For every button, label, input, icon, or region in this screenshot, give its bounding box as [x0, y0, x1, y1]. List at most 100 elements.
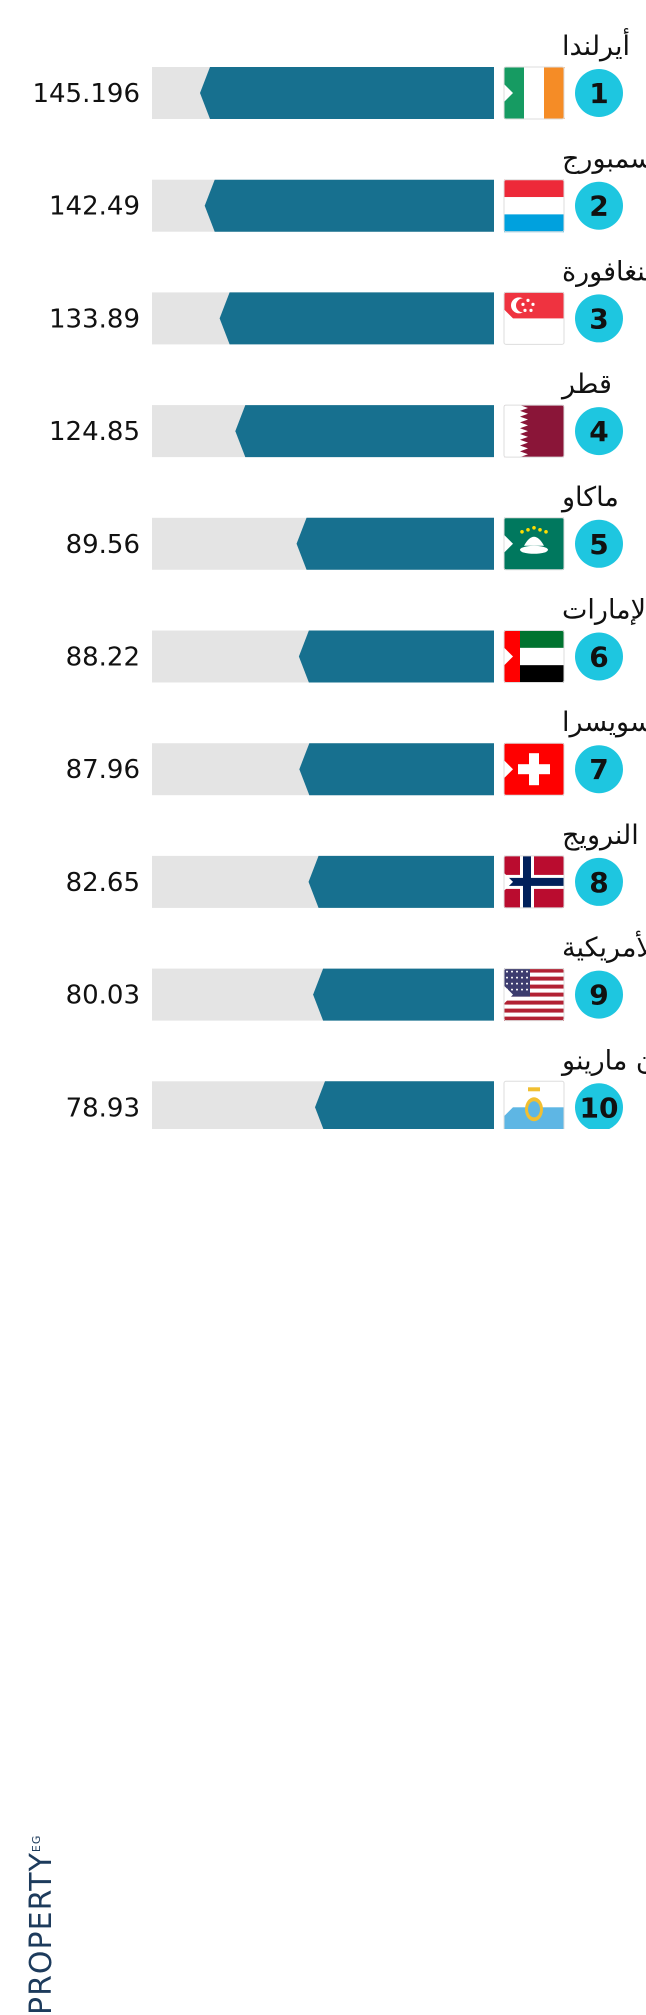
rank-badge: [575, 970, 623, 1019]
flag-cross-h-inner: [504, 877, 564, 886]
flag-stripe: [504, 1000, 564, 1005]
flag-star: [506, 976, 508, 979]
data-bar: [200, 67, 494, 119]
flag-notch: [504, 534, 513, 553]
value-label: 124.85: [49, 417, 140, 447]
country-label: قطر: [560, 369, 612, 400]
country-label: النرويج: [562, 820, 639, 851]
value-label: 145.196: [32, 79, 140, 109]
rank-badge: [575, 407, 623, 456]
flag-stripe: [544, 67, 565, 119]
flag-stripe: [524, 67, 545, 119]
flag-stripe: [504, 980, 564, 985]
flag-stripe: [504, 968, 564, 973]
flag-star: [538, 528, 542, 532]
country-label: لوكسمبورج: [562, 144, 646, 175]
data-bar: [296, 517, 494, 570]
brand-name: PROPERTY: [24, 1852, 59, 2015]
flag-star: [511, 982, 513, 985]
flag-star: [511, 988, 513, 991]
flag-star: [526, 298, 530, 302]
value-label: 133.89: [49, 304, 140, 334]
switzerland-flag-icon: [503, 742, 565, 796]
ireland-flag-icon: [503, 66, 565, 120]
san-marino-flag-icon: [503, 1080, 565, 1129]
flag-border: [503, 630, 565, 683]
chart-row: 9 80.03 الولايات المتحدة الأمريكية: [66, 930, 646, 1022]
value-label: 88.22: [66, 643, 140, 673]
flag-stripe: [504, 179, 564, 198]
flag-star: [511, 970, 513, 973]
flag-star: [521, 302, 525, 306]
rank-badge: [575, 519, 623, 568]
flag-stripe: [504, 1008, 564, 1013]
flag-border: [503, 179, 565, 233]
flag-stripe: [504, 996, 564, 1001]
singapore-flag-icon: [503, 291, 565, 345]
flag-star: [521, 976, 523, 979]
flag-stripe: [504, 992, 564, 997]
flag-border: [503, 742, 565, 796]
value-label: 87.96: [66, 755, 140, 785]
flag-star: [506, 982, 508, 985]
flag-star: [521, 970, 523, 973]
flag-stripe: [504, 972, 564, 977]
flag-serration: [504, 405, 528, 458]
flag-star: [532, 526, 536, 530]
data-bar: [235, 405, 494, 458]
rank-badge: [575, 632, 623, 681]
flag-cross-h: [518, 764, 550, 775]
flag-notch: [504, 872, 513, 891]
flag-star: [531, 302, 535, 306]
rank-number: 2: [589, 190, 608, 223]
rank-number: 5: [589, 528, 608, 561]
rank-badge: [575, 181, 623, 230]
country-label: الإمارات: [562, 595, 646, 626]
rank-badge: [575, 294, 623, 343]
flag-notch: [504, 760, 513, 779]
flag-border: [503, 968, 565, 1022]
flag-notch: [504, 1098, 513, 1117]
rank-number: 8: [589, 866, 608, 899]
rank-number: 6: [589, 641, 608, 674]
chart-row: 7 87.96 سويسرا: [66, 707, 646, 796]
chart-row: 8 82.65 النرويج: [66, 820, 639, 909]
flag-crown: [528, 1087, 540, 1092]
flag-star: [526, 528, 530, 532]
flag-notch: [504, 422, 513, 441]
flag-bridge: [520, 545, 548, 554]
flag-star: [506, 970, 508, 973]
rank-badge: [575, 1083, 623, 1129]
brand-suffix: EG: [30, 1834, 43, 1853]
data-bar: [315, 1081, 494, 1129]
chart-row: 6 88.22 الإمارات: [66, 595, 646, 683]
flag-star: [523, 308, 527, 312]
value-label: 82.65: [66, 868, 140, 898]
flag-stripe: [504, 1016, 564, 1021]
flag-border: [503, 291, 565, 345]
rank-badge: [575, 857, 623, 906]
macau-flag-icon: [503, 517, 565, 571]
flag-border: [503, 855, 565, 909]
data-bar: [308, 855, 494, 908]
flag-star: [526, 982, 528, 985]
country-label: سويسرا: [562, 707, 646, 738]
brand-watermark: PROPERTYEG: [4, 905, 59, 2015]
flag-star: [526, 970, 528, 973]
flag-star: [544, 530, 548, 534]
flag-stripe: [504, 976, 564, 981]
flag-border: [503, 66, 565, 120]
flag-border: [503, 517, 565, 571]
flag-stripe: [504, 318, 564, 345]
country-label: الولايات المتحدة الأمريكية: [562, 930, 646, 964]
chart-row: 2 142.49 لوكسمبورج: [49, 144, 646, 233]
flag-stripe: [504, 988, 564, 993]
rank-badge: [575, 745, 623, 794]
flag-stripe: [504, 214, 564, 233]
flag-star: [520, 530, 524, 534]
luxembourg-flag-icon: [503, 179, 565, 233]
flag-star: [516, 970, 518, 973]
value-label: 80.03: [66, 981, 140, 1011]
flag-stripe: [504, 1012, 564, 1017]
flag-star: [516, 982, 518, 985]
